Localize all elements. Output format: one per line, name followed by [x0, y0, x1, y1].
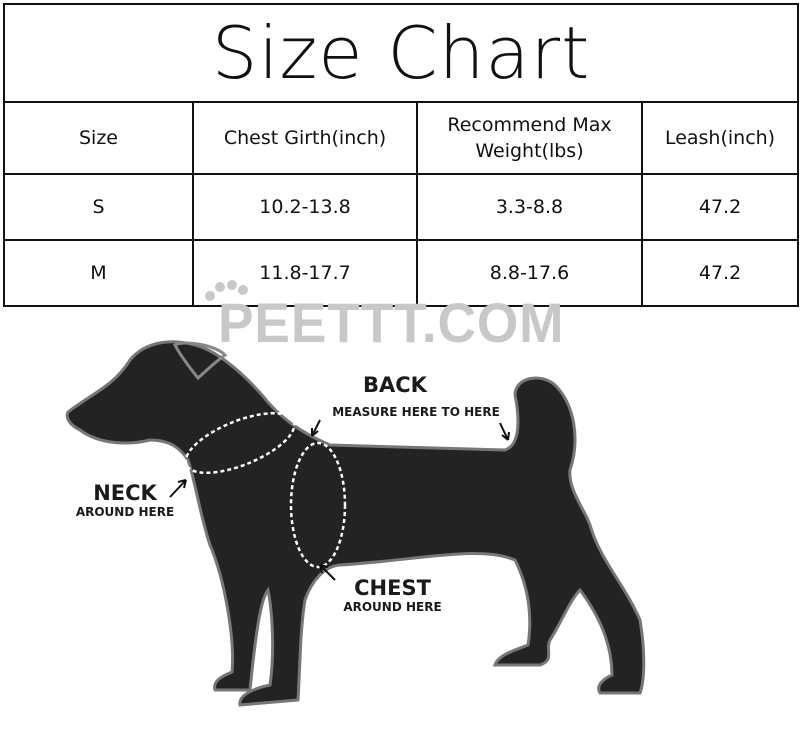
dog-ear — [172, 341, 228, 381]
cell: M — [3, 239, 194, 307]
back-title: BACK — [363, 373, 427, 397]
paw-icon — [205, 280, 248, 301]
arrow-icons — [169, 419, 510, 581]
chest-measure-loop — [289, 441, 347, 569]
page-title: Size Chart — [2, 3, 800, 103]
cell: 8.8-17.6 — [416, 239, 643, 307]
dog-silhouette — [65, 340, 646, 707]
cell: 47.2 — [640, 173, 800, 241]
header-chest: Chest Girth(inch) — [192, 101, 418, 175]
header-row: Size Chest Girth(inch) Recommend Max Wei… — [3, 101, 800, 175]
neck-subtitle: AROUND HERE — [75, 505, 175, 519]
cell: 11.8-17.7 — [192, 239, 418, 307]
header-size: Size — [3, 101, 194, 175]
chest-subtitle: AROUND HERE — [343, 600, 442, 614]
chest-title: CHEST — [354, 576, 431, 600]
cell: 47.2 — [640, 239, 800, 307]
cell: S — [3, 173, 194, 241]
neck-measure-loop — [184, 411, 296, 475]
back-subtitle: MEASURE HERE TO HERE — [332, 405, 500, 419]
back-label: BACK — [330, 373, 460, 397]
cell: 3.3-8.8 — [416, 173, 643, 241]
neck-title: NECK — [93, 481, 157, 505]
size-chart-table: Size Chart Size Chest Girth(inch) Recomm… — [2, 3, 800, 307]
header-weight: Recommend Max Weight(lbs) — [416, 101, 643, 175]
chest-label: CHEST AROUND HERE — [325, 576, 460, 614]
watermark: PEETTT.COM — [218, 291, 565, 354]
table-row: S 10.2-13.8 3.3-8.8 47.2 — [3, 173, 800, 241]
header-leash: Leash(inch) — [640, 101, 800, 175]
table-row: M 11.8-17.7 8.8-17.6 47.2 — [3, 239, 800, 307]
cell: 10.2-13.8 — [192, 173, 418, 241]
neck-label: NECK AROUND HERE — [70, 481, 180, 519]
